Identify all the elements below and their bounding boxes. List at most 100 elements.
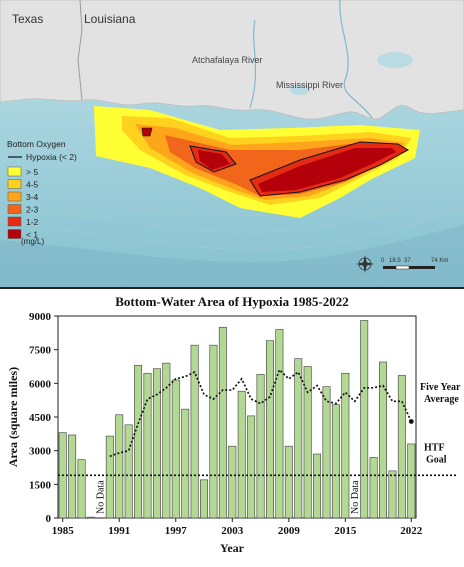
lake — [377, 52, 413, 68]
scale-tick-3: 74 Km — [431, 258, 448, 264]
oxygen-lt1-area-east — [258, 148, 396, 192]
no-data-annotation: No Data — [95, 480, 106, 514]
bar — [115, 414, 124, 519]
legend-units: (mg/L) — [21, 237, 44, 246]
bar — [265, 340, 274, 519]
bar — [200, 479, 209, 519]
label-mississippi-river: Mississippi River — [276, 80, 343, 90]
bar — [284, 445, 293, 519]
legend-swatches: > 5 4-5 3-4 2-3 1-2 < 1 — [7, 166, 39, 240]
y-axis-label: Area (square miles) — [6, 367, 20, 467]
bar — [407, 443, 416, 519]
scale-bar: 0 18.5 37 74 Km — [381, 258, 448, 270]
x-tick-label: 2003 — [221, 525, 244, 537]
bar — [86, 516, 95, 519]
bar — [369, 457, 378, 519]
five-year-average-line — [109, 368, 413, 458]
label-atchafalaya-river: Atchafalaya River — [192, 55, 263, 65]
bar — [68, 434, 77, 519]
legend-swatch — [7, 191, 22, 202]
hypoxia-chart: Bottom-Water Area of Hypoxia 1985-2022 0… — [0, 289, 464, 563]
bar — [237, 390, 246, 519]
mississippi-river-line — [339, 0, 373, 119]
bar — [331, 404, 340, 519]
y-tick-label: 3000 — [29, 446, 52, 458]
htf-goal-label: Goal — [426, 455, 447, 466]
bar — [360, 320, 369, 519]
scale-tick-2: 37 — [404, 258, 411, 264]
label-louisiana: Louisiana — [84, 12, 136, 26]
y-tick-label: 4500 — [29, 412, 52, 424]
scale-tick-1: 18.5 — [389, 258, 401, 264]
bar — [209, 344, 218, 519]
bar — [105, 435, 114, 519]
bar — [388, 470, 397, 519]
shelf-slope — [0, 225, 464, 287]
y-tick-label: 1500 — [29, 479, 52, 491]
legend-swatch-label: > 5 — [26, 167, 38, 177]
legend-swatch-label: 1-2 — [26, 217, 39, 227]
bar — [322, 386, 331, 519]
legend-swatch — [7, 166, 22, 177]
compass-rose-icon — [356, 255, 374, 273]
bar — [341, 372, 350, 519]
bar — [247, 415, 256, 519]
x-tick-label: 2022 — [400, 525, 423, 537]
chart-svg: Bottom-Water Area of Hypoxia 1985-2022 0… — [6, 294, 461, 555]
bar — [143, 372, 152, 519]
bar — [275, 329, 284, 519]
panel-divider — [0, 287, 464, 289]
htf-goal-label: HTF — [424, 443, 445, 454]
x-tick-label: 2015 — [334, 525, 357, 537]
coastline-land — [0, 0, 464, 120]
bottom-oxygen-layers — [94, 106, 420, 218]
bar — [313, 453, 322, 519]
y-tick-label: 0 — [46, 513, 52, 525]
x-tick-label: 1985 — [52, 525, 75, 537]
bar — [124, 424, 133, 519]
map-legend: Bottom Oxygen Hypoxia (< 2) > 5 4-5 3-4 2-3… — [7, 139, 77, 246]
plot-area: 0 1500 3000 4500 6000 7500 9000 1985 1991 1997 200… — [29, 311, 461, 537]
hypoxia-outline-small — [141, 127, 153, 137]
scale-tick-0: 0 — [381, 258, 385, 264]
bar — [77, 459, 86, 519]
chart-title: Bottom-Water Area of Hypoxia 1985-2022 — [115, 294, 349, 309]
bar — [397, 375, 406, 519]
legend-swatch-label: < 1 — [26, 230, 38, 240]
legend-swatch-label: 4-5 — [26, 180, 39, 190]
state-boundary — [77, 0, 83, 101]
legend-title: Bottom Oxygen — [7, 139, 66, 149]
y-tick-label: 7500 — [29, 345, 52, 357]
legend-hypoxia-label: Hypoxia (< 2) — [26, 152, 77, 162]
x-tick-label: 1991 — [108, 525, 130, 537]
five-year-average-label: Average — [424, 394, 459, 405]
atchafalaya-river-line — [249, 19, 257, 109]
legend-swatch — [7, 229, 22, 239]
map-svg: Texas Louisiana Atchafalaya River Missis… — [0, 0, 464, 287]
legend-swatch-label: 3-4 — [26, 192, 39, 202]
hypoxia-map: Texas Louisiana Atchafalaya River Missis… — [0, 0, 464, 287]
bar — [152, 368, 161, 519]
bathymetry-contours — [0, 174, 464, 251]
legend-swatch — [7, 204, 22, 214]
bar — [134, 365, 143, 519]
bar — [256, 374, 265, 519]
bar — [190, 344, 199, 519]
bar — [218, 326, 227, 519]
legend-swatch — [7, 216, 22, 227]
hypoxia-outline-east — [249, 141, 410, 197]
bar — [228, 445, 237, 519]
label-texas: Texas — [12, 12, 43, 26]
bar — [181, 408, 190, 519]
hypoxia-outline-west — [189, 145, 237, 173]
legend-swatch-label: 2-3 — [26, 205, 39, 215]
bar — [303, 366, 312, 519]
bar — [171, 379, 180, 519]
x-tick-label: 2009 — [278, 525, 301, 537]
x-axis-label: Year — [220, 541, 245, 555]
oxygen-lt1-area-west — [198, 150, 230, 170]
y-tick-label: 9000 — [29, 311, 52, 323]
x-tick-label: 1997 — [165, 525, 188, 537]
bar — [379, 361, 388, 519]
